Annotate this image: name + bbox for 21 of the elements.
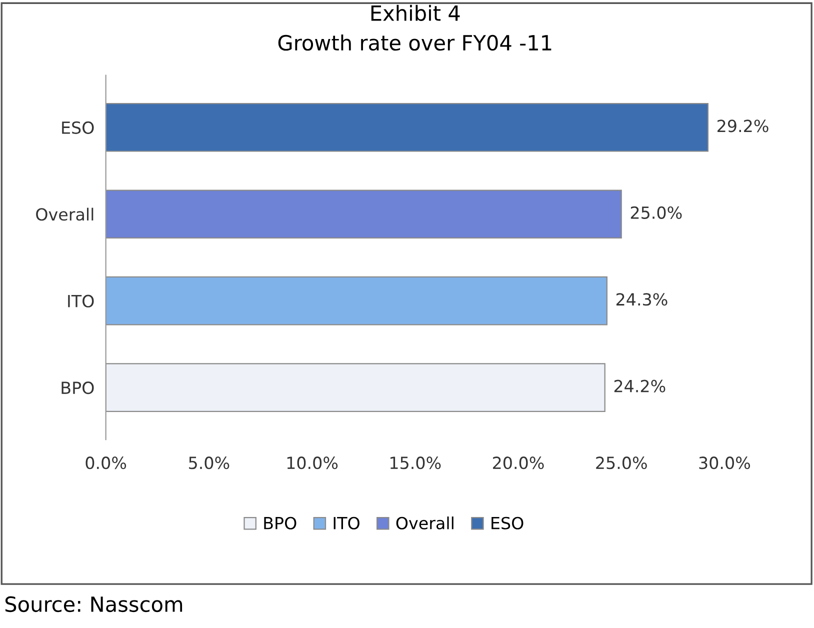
x-tick-label: 30.0% [699,456,750,470]
source-note: Source: Nasscom [5,596,182,612]
x-tick-label: 0.0% [86,456,126,470]
y-tick-label: Overall [36,208,94,221]
data-label: 29.2% [718,120,768,132]
legend-label: Overall [396,516,454,530]
x-tick-label: 5.0% [189,456,230,470]
chart-title: Exhibit 4 Growth rate over FY04 -11 [278,4,552,51]
legend-label: ITO [334,516,360,530]
legend-label: ESO [492,516,524,530]
x-tick-label: 15.0% [390,456,441,470]
x-tick-label: 10.0% [287,456,338,470]
y-tick-label: ESO [62,121,94,134]
data-label: 25.0% [630,206,682,219]
x-tick-label: 25.0% [596,456,647,470]
x-tick-label: 20.0% [492,456,544,470]
y-tick-label: BPO [62,382,94,394]
data-label: 24.3% [616,293,668,306]
y-tick-label: ITO [68,294,94,308]
data-label: 24.2% [614,380,666,392]
legend-label: BPO [264,516,296,530]
